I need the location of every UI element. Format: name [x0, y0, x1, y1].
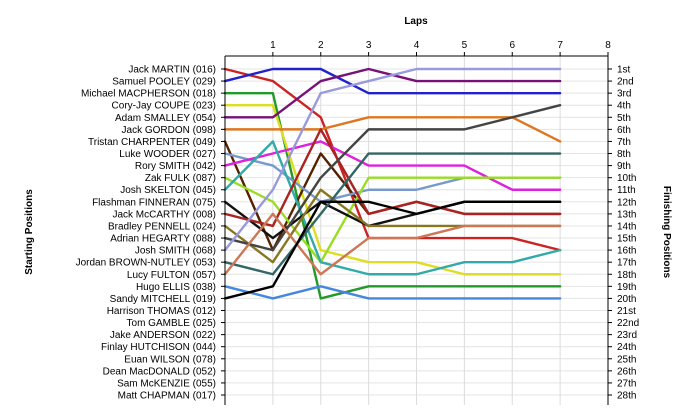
finishing-position-label: 3rd [617, 89, 631, 100]
starting-position-label: Josh SMITH (068) [135, 246, 216, 257]
series-line [223, 140, 562, 191]
y-right-axis-title: Finishing Positions [661, 186, 672, 279]
series-line [223, 200, 562, 300]
finishing-position-label: 22nd [617, 318, 639, 329]
starting-position-label: Jake ANDERSON (022) [110, 330, 216, 341]
starting-position-label: Rory SMITH (042) [135, 161, 216, 172]
finishing-position-label: 9th [617, 161, 631, 172]
finishing-position-label: 17th [617, 258, 636, 269]
finishing-position-label: 26th [617, 366, 636, 377]
finishing-position-label: 4th [617, 101, 631, 112]
x-tick-label: 1 [270, 40, 276, 51]
x-axis-title: Laps [404, 16, 428, 27]
starting-position-label: Samuel POOLEY (029) [112, 77, 216, 88]
x-tick-label: 4 [414, 40, 420, 51]
starting-position-label: Adam SMALLEY (054) [115, 113, 216, 124]
starting-position-label: Matt CHAPMAN (017) [118, 391, 216, 402]
starting-position-label: Flashman FINNERAN (075) [92, 197, 216, 208]
starting-position-label: Adrian HEGARTY (088) [110, 234, 216, 245]
starting-position-label: Harrison THOMAS (012) [107, 306, 216, 317]
starting-position-label: Tom GAMBLE (025) [127, 318, 216, 329]
finishing-position-label: 16th [617, 246, 636, 257]
series-lines [223, 67, 562, 300]
series-line [223, 212, 562, 276]
x-tick-label: 6 [509, 40, 515, 51]
starting-position-label: Zak FULK (087) [145, 173, 216, 184]
finishing-position-label: 8th [617, 149, 631, 160]
finishing-position-label: 10th [617, 173, 636, 184]
finishing-position-label: 24th [617, 342, 636, 353]
axes: 1 2 3 4 5 6 7 8 Jack MARTIN (016)Samuel POOLEY (… [76, 40, 639, 405]
finishing-position-label: 23rd [617, 330, 637, 341]
starting-position-label: Dean MacDONALD (052) [103, 366, 216, 377]
finishing-position-label: 18th [617, 270, 636, 281]
starting-position-label: Finlay HUTCHISON (044) [101, 342, 216, 353]
series-line [223, 285, 562, 300]
finishing-position-label: 11th [617, 185, 636, 196]
finishing-position-label: 13th [617, 209, 636, 220]
finishing-position-label: 2nd [617, 77, 634, 88]
finishing-position-label: 20th [617, 294, 636, 305]
x-tick-label: 7 [557, 40, 563, 51]
finishing-position-label: 15th [617, 234, 636, 245]
finishing-position-label: 1st [617, 65, 631, 76]
series-line [223, 152, 562, 276]
finishing-position-label: 21st [617, 306, 636, 317]
finishing-position-label: 6th [617, 125, 631, 136]
finishing-position-label: 5th [617, 113, 631, 124]
starting-position-label: Sam McKENZIE (055) [117, 378, 216, 389]
finishing-position-label: 19th [617, 282, 636, 293]
starting-position-label: Hugo ELLIS (038) [136, 282, 216, 293]
starting-position-label: Luke WOODER (027) [119, 149, 216, 160]
x-tick-label: 8 [605, 40, 611, 51]
starting-position-label: Josh SKELTON (045) [120, 185, 216, 196]
starting-position-label: Lucy FULTON (057) [127, 270, 216, 281]
starting-position-label: Jack GORDON (098) [122, 125, 216, 136]
starting-position-label: Bradley PENNELL (024) [108, 221, 216, 232]
starting-position-label: Michael MACPHERSON (018) [81, 89, 216, 100]
y-left-axis-title: Starting Positions [24, 189, 35, 275]
starting-position-label: Cory-Jay COUPE (023) [112, 101, 216, 112]
x-tick-label: 5 [462, 40, 468, 51]
finishing-position-label: 14th [617, 221, 636, 232]
series-line [223, 67, 562, 95]
starting-position-label: Tristan CHARPENTER (049) [88, 137, 216, 148]
starting-position-label: Jack MARTIN (016) [128, 65, 216, 76]
finishing-position-label: 25th [617, 354, 636, 365]
x-tick-label: 3 [366, 40, 372, 51]
starting-position-label: Euan WILSON (078) [124, 354, 216, 365]
series-line [223, 67, 562, 252]
series-line [223, 104, 562, 252]
finishing-position-label: 12th [617, 197, 636, 208]
finishing-position-label: 27th [617, 378, 636, 389]
x-tick-label: 2 [318, 40, 324, 51]
finishing-position-label: 28th [617, 391, 636, 402]
series-line [223, 116, 562, 143]
starting-position-label: Sandy MITCHELL (019) [110, 294, 216, 305]
series-line [223, 140, 562, 276]
starting-position-label: Jordan BROWN-NUTLEY (053) [76, 258, 216, 269]
finishing-position-label: 7th [617, 137, 631, 148]
starting-position-label: Jack McCARTHY (008) [112, 209, 216, 220]
